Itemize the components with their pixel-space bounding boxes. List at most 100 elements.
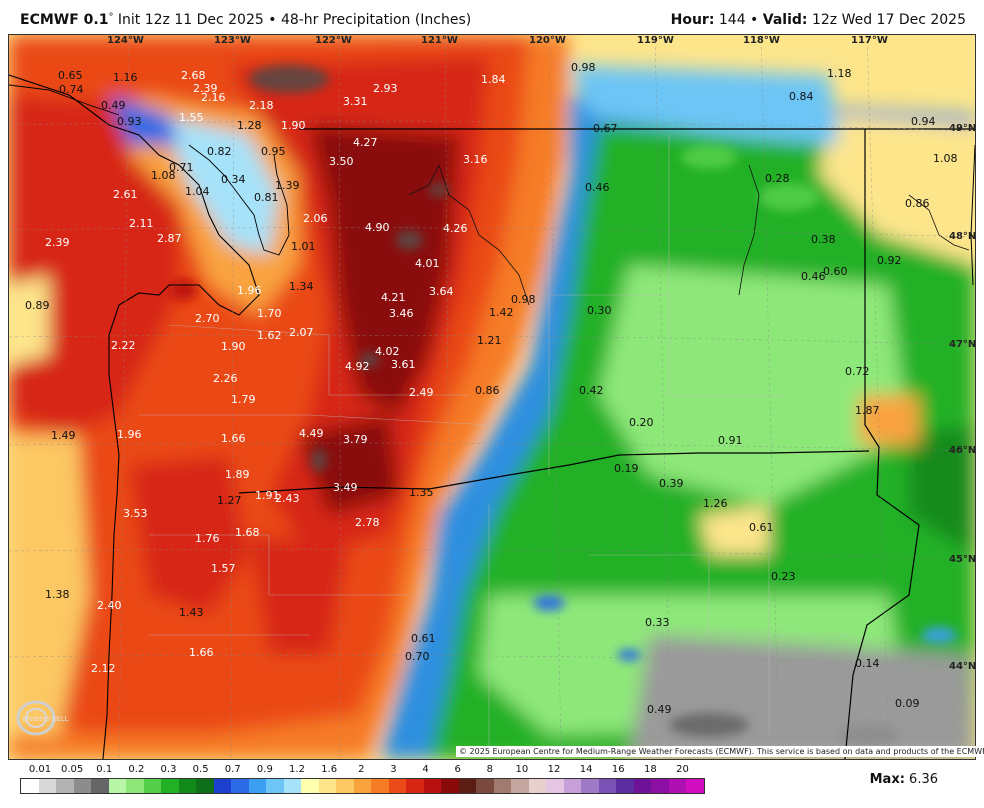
legend-swatch [633, 779, 651, 793]
precip-value-label: 4.49 [299, 427, 324, 440]
legend-swatch [336, 779, 354, 793]
precip-value-label: 1.90 [221, 340, 246, 353]
legend-swatch [213, 779, 231, 793]
precip-value-label: 1.49 [51, 429, 76, 442]
legend-swatch [266, 779, 284, 793]
precip-value-label: 0.30 [587, 304, 612, 317]
precip-value-label: 1.08 [151, 169, 176, 182]
longitude-label: 124°W [107, 35, 144, 46]
legend-swatch [423, 779, 441, 793]
copyright-notice: © 2025 European Centre for Medium-Range … [456, 746, 984, 757]
precip-value-label: 1.39 [275, 179, 300, 192]
precip-value-label: 1.76 [195, 532, 220, 545]
valid-label: Valid: [762, 12, 808, 28]
precip-value-label: 0.94 [911, 115, 936, 128]
precip-value-label: 2.06 [303, 212, 328, 225]
precip-value-label: 0.38 [811, 233, 836, 246]
precip-value-label: 2.70 [195, 312, 220, 325]
valid-value: 12z Wed 17 Dec 2025 [807, 12, 966, 28]
legend-swatch [476, 779, 494, 793]
legend-swatch [598, 779, 616, 793]
precip-value-label: 0.61 [749, 521, 774, 534]
legend-swatch [511, 779, 529, 793]
legend-swatch [231, 779, 249, 793]
precip-value-label: 0.49 [101, 99, 126, 112]
legend-tick-label: 18 [644, 764, 657, 775]
precip-value-label: 0.74 [59, 83, 84, 96]
precip-value-label: 4.92 [345, 360, 370, 373]
legend-swatch [301, 779, 319, 793]
precip-value-label: 2.11 [129, 217, 154, 230]
precip-value-label: 0.09 [895, 697, 920, 710]
precip-value-label: 0.23 [771, 570, 796, 583]
precip-value-label: 0.93 [117, 115, 142, 128]
precip-value-label: 4.02 [375, 345, 400, 358]
precip-value-label: 2.68 [181, 69, 206, 82]
precip-value-label: 1.68 [235, 526, 260, 539]
precip-value-label: 2.87 [157, 232, 182, 245]
precip-value-label: 0.34 [221, 173, 246, 186]
precip-value-label: 1.87 [855, 404, 880, 417]
precip-value-label: 1.01 [291, 240, 316, 253]
precip-value-label: 2.49 [409, 386, 434, 399]
precip-value-label: 1.16 [113, 71, 138, 84]
precipitation-map[interactable]: 124°W 123°W 122°W 121°W 120°W 119°W 118°W 117°W… [8, 34, 976, 760]
legend-tick-label: 12 [547, 764, 561, 775]
precip-value-label: 1.96 [237, 284, 262, 297]
precip-value-label: 3.61 [391, 358, 416, 371]
precip-value-label: 3.49 [333, 481, 358, 494]
precip-value-label: 0.20 [629, 416, 654, 429]
precip-value-label: 0.61 [411, 632, 436, 645]
legend-swatch [493, 779, 511, 793]
legend-swatch [616, 779, 634, 793]
legend-swatch [353, 779, 371, 793]
map-boundaries [9, 74, 975, 759]
latitude-label: 45°N [949, 554, 975, 565]
latitude-label: 46°N [949, 445, 975, 456]
longitude-label: 123°W [214, 35, 251, 46]
precip-value-label: 0.46 [801, 270, 826, 283]
legend-swatch [56, 779, 74, 793]
latitude-label: 48°N [949, 231, 975, 242]
county-lines [139, 135, 849, 755]
longitude-label: 121°W [421, 35, 458, 46]
init-and-product: Init 12z 11 Dec 2025 • 48-hr Precipitati… [113, 12, 472, 28]
precip-value-label: 0.98 [571, 61, 596, 74]
latitude-label: 49°N [949, 123, 975, 134]
legend-tick-label: 4 [422, 764, 429, 775]
legend-tick-label: 0.01 [28, 764, 52, 775]
precip-value-label: 4.27 [353, 136, 378, 149]
precip-value-label: 0.42 [579, 384, 604, 397]
precip-value-label: 1.66 [189, 646, 214, 659]
precip-value-label: 0.65 [58, 69, 83, 82]
precip-value-label: 2.78 [355, 516, 380, 529]
graticule [9, 35, 975, 759]
legend-tick-label: 0.7 [224, 764, 241, 775]
precip-value-label: 2.40 [97, 599, 122, 612]
precip-value-label: 0.95 [261, 145, 286, 158]
legend-swatch [38, 779, 56, 793]
precip-value-label: 4.21 [381, 291, 406, 304]
legend-tick-label: 16 [611, 764, 625, 775]
legend-swatch [546, 779, 564, 793]
precip-value-label: 1.79 [231, 393, 256, 406]
precip-value-label: 3.64 [429, 285, 454, 298]
precip-value-label: 2.22 [111, 339, 136, 352]
valid-time: Hour: 144 • Valid: 12z Wed 17 Dec 2025 [671, 12, 966, 28]
precip-value-label: 0.28 [765, 172, 790, 185]
precip-value-label: 1.55 [179, 111, 204, 124]
precip-value-label: 1.84 [481, 73, 506, 86]
precip-value-label: 0.67 [593, 122, 618, 135]
legend-swatch [143, 779, 161, 793]
precip-value-label: 1.90 [281, 119, 306, 132]
legend-swatch [248, 779, 266, 793]
legend-swatch [651, 779, 669, 793]
longitude-label: 122°W [315, 35, 352, 46]
precip-value-label: 0.86 [475, 384, 500, 397]
legend-swatch [178, 779, 196, 793]
precip-value-label: 1.35 [409, 486, 434, 499]
latitude-labels: 49°N 48°N 47°N 46°N 45°N 44°N [949, 123, 975, 672]
legend-tick-label: 1.6 [321, 764, 338, 775]
model-name: ECMWF 0.1 [20, 12, 109, 28]
legend-swatch [581, 779, 599, 793]
